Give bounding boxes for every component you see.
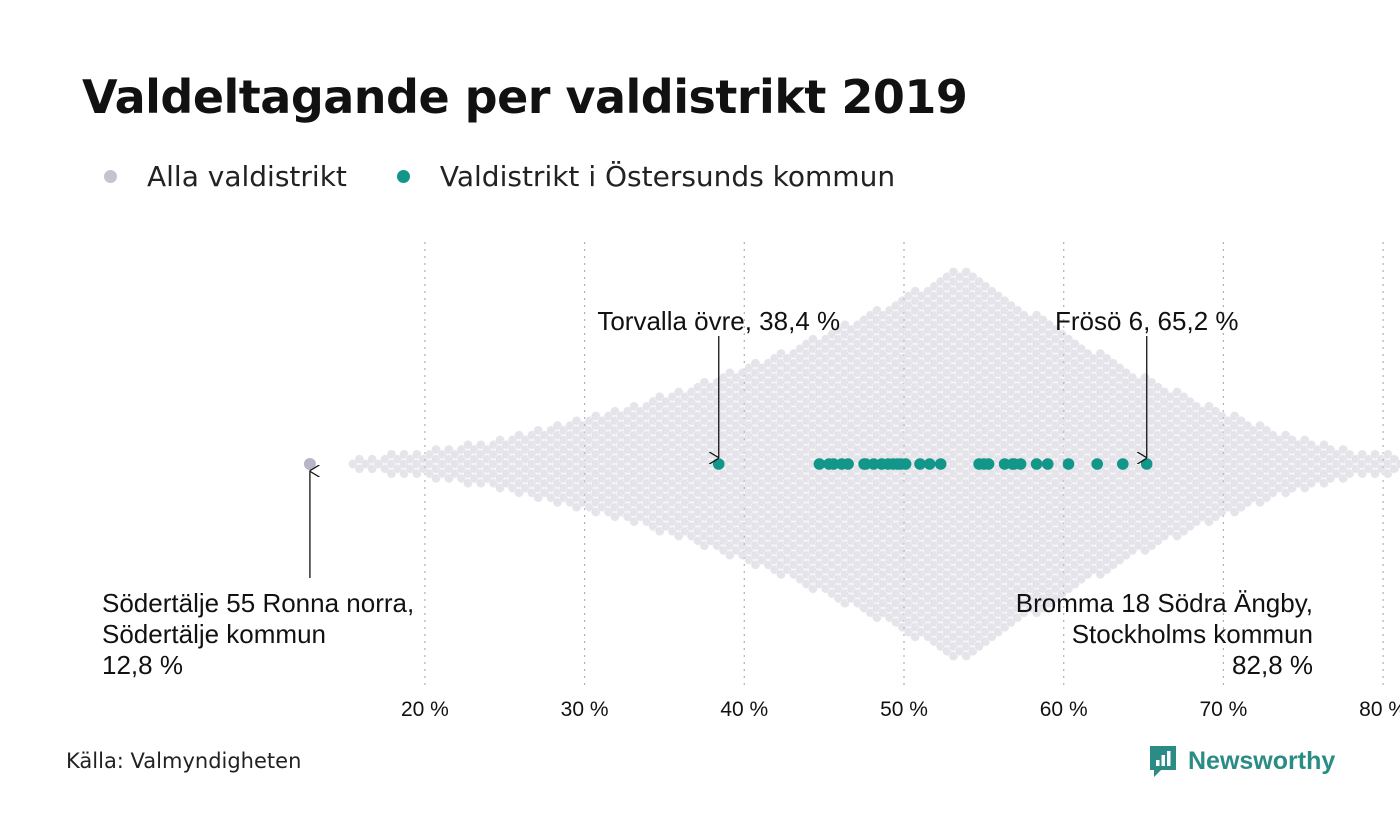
ostersund-district-point: [914, 458, 926, 470]
x-tick-label-60: 60 %: [1040, 698, 1088, 721]
point-min-district: [303, 458, 316, 470]
annotation-bromma-line-3: 82,8 %: [1232, 650, 1313, 680]
ostersund-district-point: [1117, 458, 1129, 470]
ostersund-district-point: [1091, 458, 1103, 470]
annotation-froso-line-1: Frösö 6, 65,2 %: [1055, 306, 1239, 336]
ostersund-district-point: [934, 458, 947, 470]
annotation-torvalla-line-1: Torvalla övre, 38,4 %: [597, 306, 840, 336]
ostersund-district-point: [859, 458, 872, 470]
x-tick-label-40: 40 %: [720, 698, 768, 721]
newsworthy-logo-icon: [1150, 746, 1176, 777]
legend-label-ostersund-districts: Valdistrikt i Östersunds kommun: [439, 160, 896, 193]
annotation-sodertalje-line-1: Södertälje 55 Ronna norra,: [102, 588, 414, 618]
x-tick-label-70: 70 %: [1199, 698, 1247, 721]
ostersund-district-point: [998, 458, 1011, 470]
legend-label-all-districts: Alla valdistrikt: [147, 160, 347, 193]
legend: Alla valdistrikt Valdistrikt i Östersund…: [104, 160, 945, 193]
ostersund-district-point: [842, 458, 854, 470]
chart-title: Valdeltagande per valdistrikt 2019: [82, 70, 968, 124]
ostersund-district-point: [899, 458, 912, 470]
x-tick-label-30: 30 %: [561, 698, 609, 721]
legend-item-all-districts: Alla valdistrikt: [104, 160, 347, 193]
ostersund-district-point: [827, 458, 840, 470]
ostersund-district-point: [1014, 458, 1027, 470]
ostersund-district-point: [923, 458, 936, 470]
annotation-sodertalje-line-3: 12,8 %: [102, 650, 183, 680]
all-district-point: [1395, 459, 1400, 469]
x-tick-label-50: 50 %: [880, 698, 928, 721]
legend-dot-ostersund-districts: [396, 170, 410, 183]
legend-dot-all-districts: [104, 170, 117, 183]
annotation-sodertalje-line-2: Södertälje kommun: [102, 619, 326, 649]
ostersund-district-point: [1030, 458, 1043, 470]
ostersund-district-point: [712, 458, 725, 470]
ostersund-district-point: [1140, 458, 1153, 470]
brand-logo[interactable]: Newsworthy: [1148, 744, 1335, 778]
ostersund-district-point: [982, 458, 995, 470]
x-tick-label-80: 80 %: [1359, 698, 1400, 721]
source-note: Källa: Valmyndigheten: [66, 749, 302, 773]
annotation-bromma-line-1: Bromma 18 Södra Ängby,: [1016, 588, 1313, 618]
ostersund-district-point: [813, 458, 826, 470]
brand-name: Newsworthy: [1188, 746, 1336, 775]
annotation-bromma-line-2: Stockholms kommun: [1072, 619, 1313, 649]
x-tick-label-20: 20 %: [401, 698, 449, 721]
ostersund-district-point: [1062, 458, 1075, 470]
ostersund-district-point: [1041, 458, 1054, 470]
legend-item-ostersund-districts: Valdistrikt i Östersunds kommun: [396, 160, 896, 193]
